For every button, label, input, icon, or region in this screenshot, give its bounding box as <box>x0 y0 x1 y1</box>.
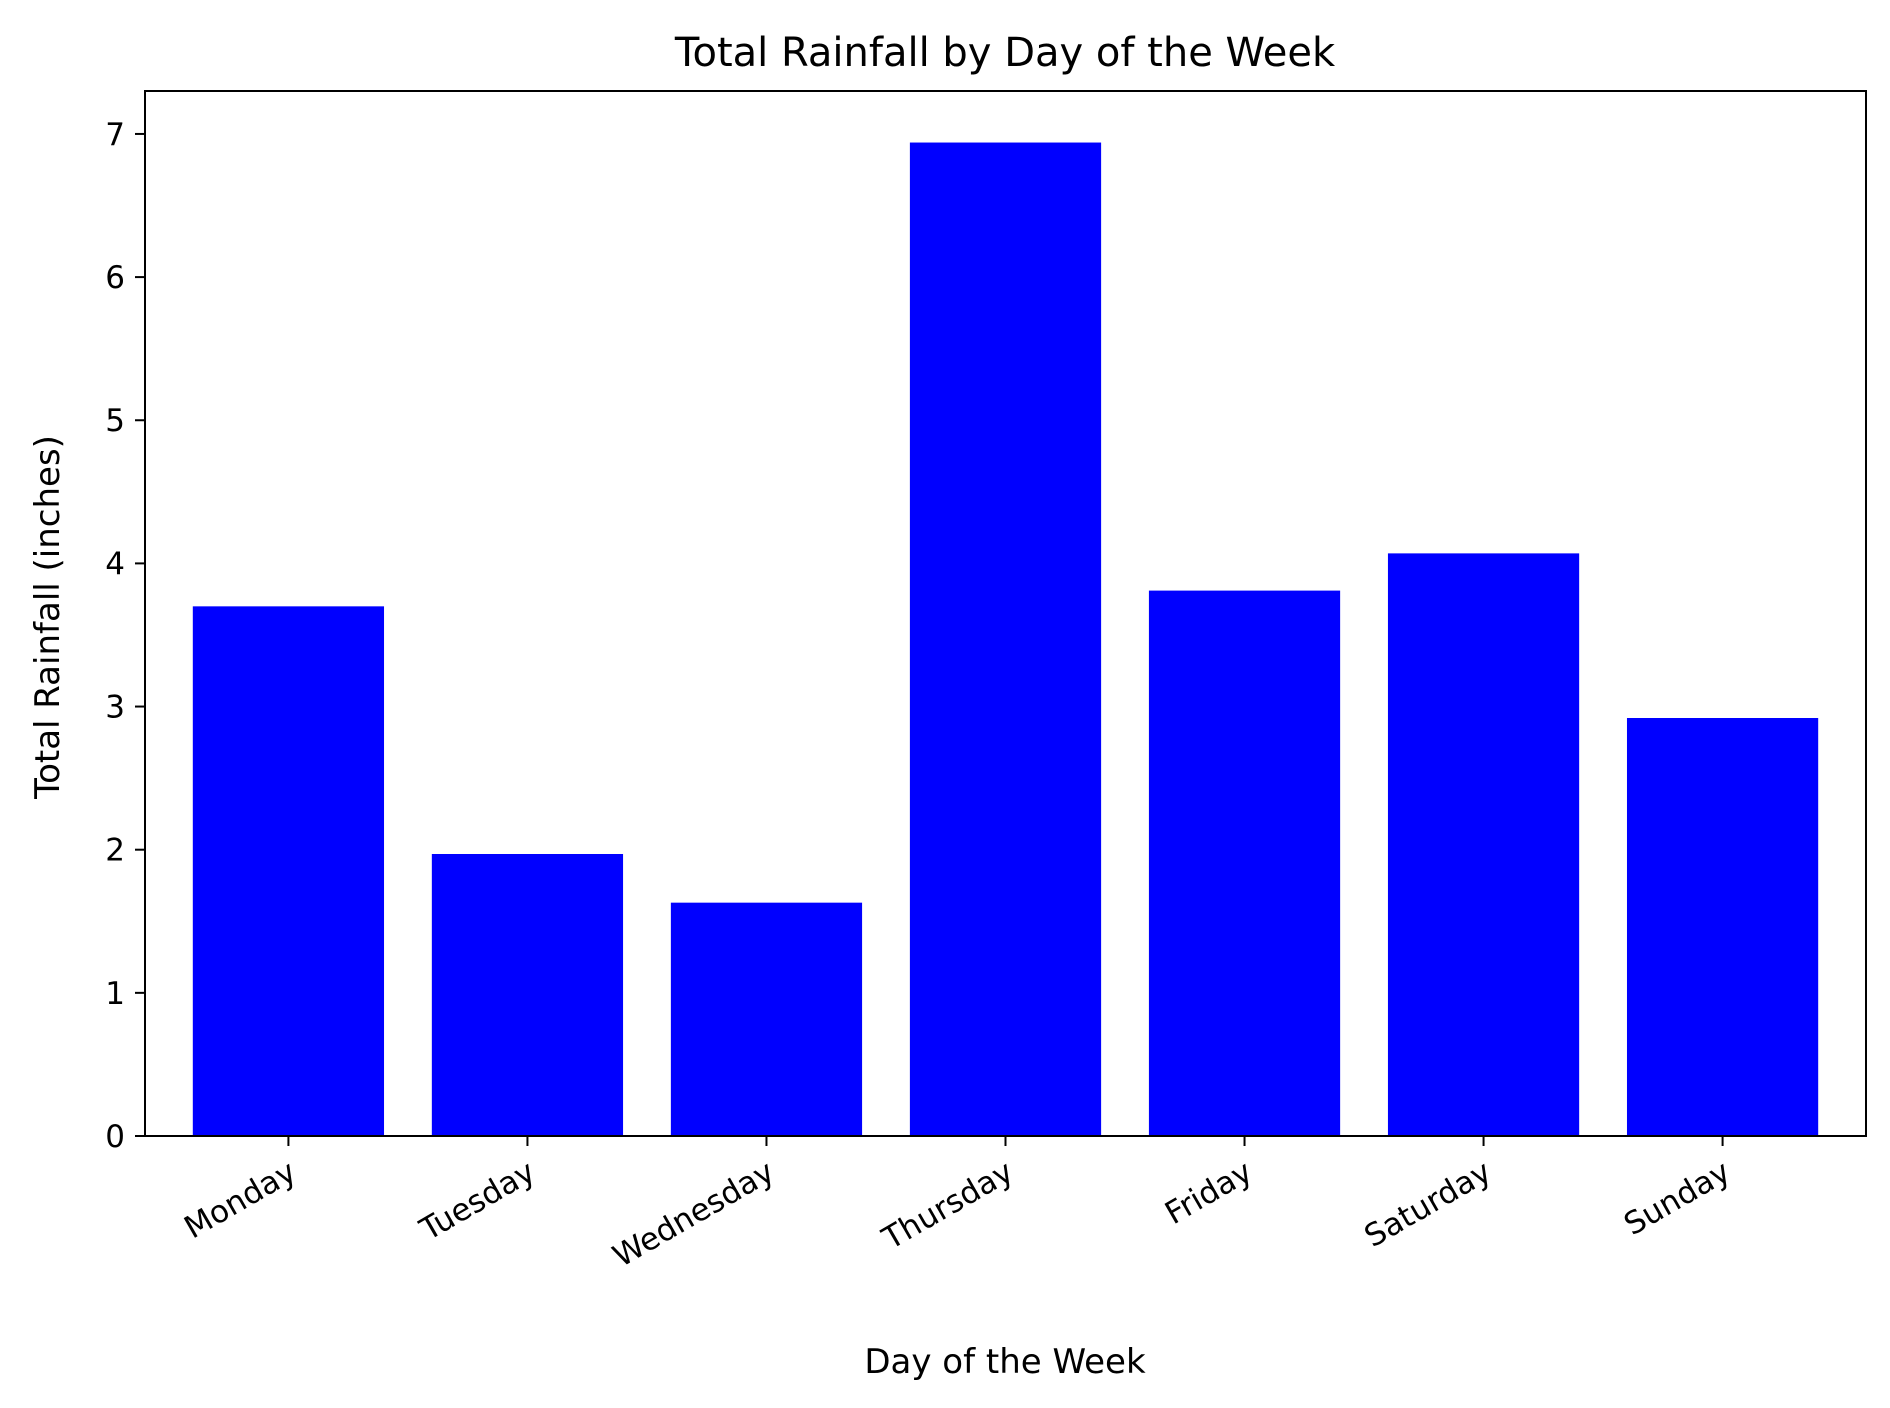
y-tick-label: 2 <box>105 833 125 869</box>
bar-wednesday <box>670 902 863 1136</box>
bar-monday <box>192 606 385 1136</box>
y-tick-label: 7 <box>105 117 125 153</box>
chart-title: Total Rainfall by Day of the Week <box>674 30 1336 76</box>
bars-group <box>192 142 1819 1136</box>
plot-frame <box>144 90 1867 1137</box>
y-tick-label: 3 <box>105 690 125 726</box>
bar-friday <box>1148 590 1341 1136</box>
y-tick-label: 4 <box>105 546 125 582</box>
y-axis: 0 1 2 3 4 5 6 7 <box>105 117 145 1155</box>
y-tick-label: 5 <box>105 403 125 439</box>
bar-saturday <box>1387 553 1580 1136</box>
bar-thursday <box>909 142 1102 1136</box>
y-axis-label: Total Rainfall (inches) <box>28 435 68 800</box>
bar-sunday <box>1626 718 1819 1136</box>
bar-tuesday <box>431 853 624 1136</box>
y-tick-label: 0 <box>105 1119 125 1155</box>
y-tick-label: 1 <box>105 976 125 1012</box>
y-tick-label: 6 <box>105 260 125 296</box>
x-axis-label: Day of the Week <box>864 1342 1146 1382</box>
